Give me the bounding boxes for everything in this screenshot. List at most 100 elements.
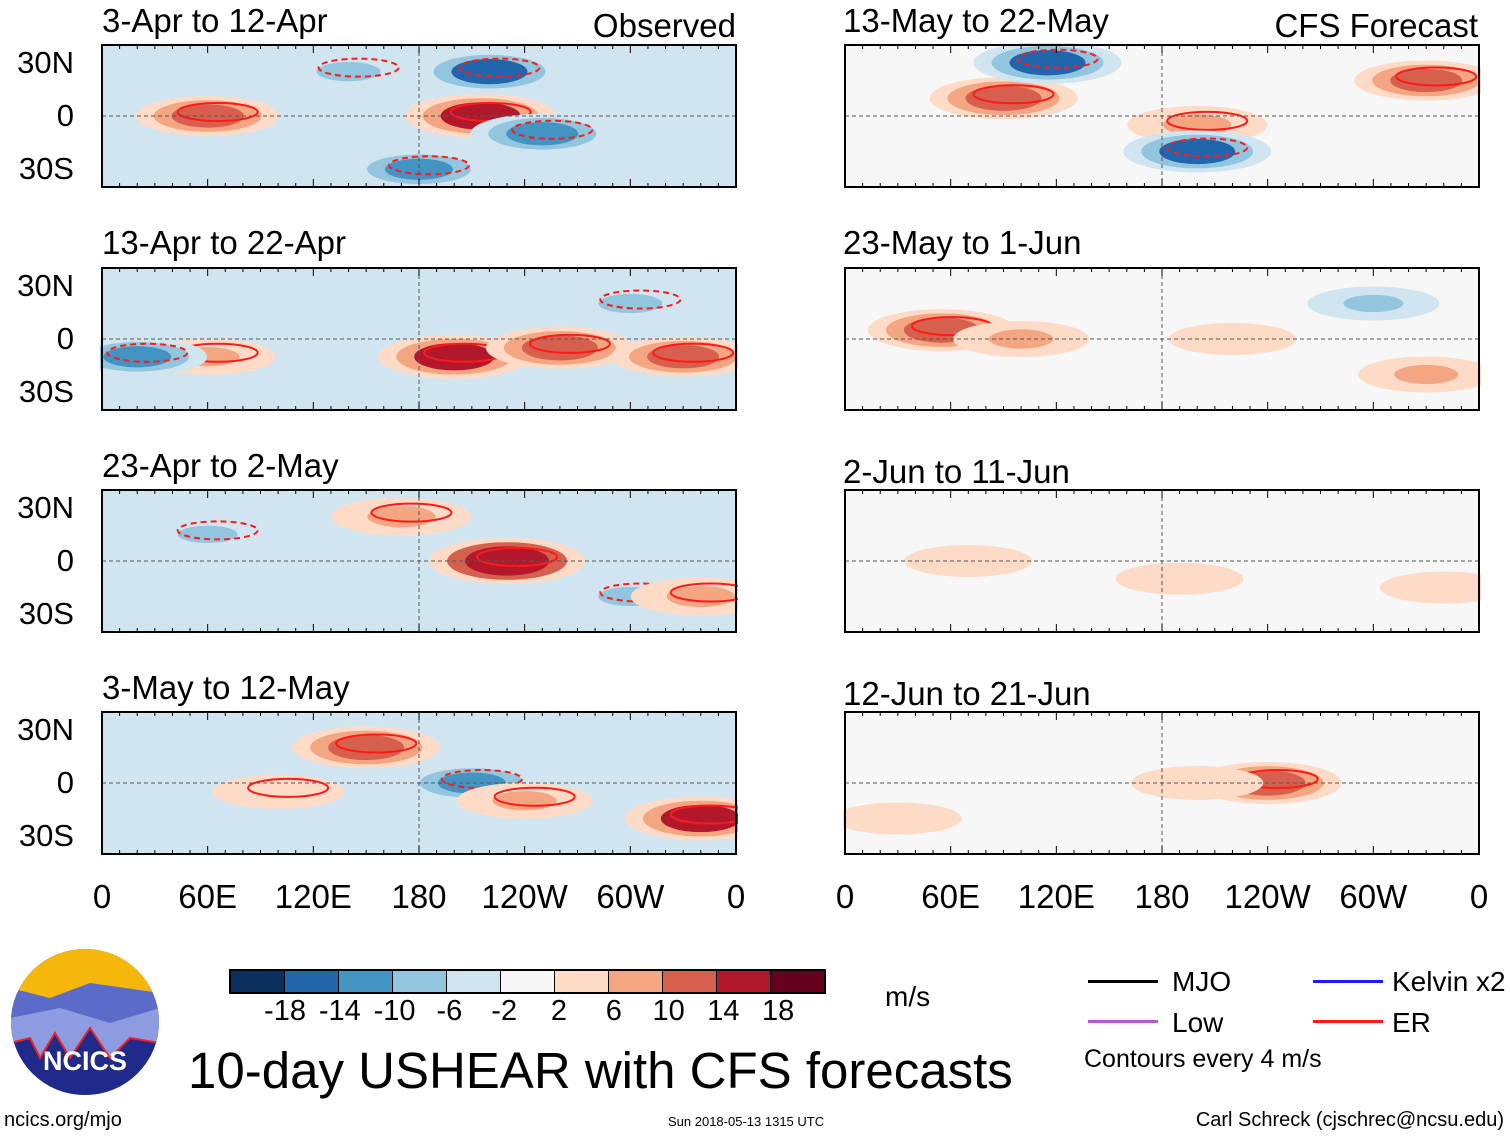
er-contour [1395, 66, 1478, 87]
anomaly-blob [940, 553, 997, 569]
y-tick-label: 0 [56, 321, 74, 356]
er-contour [176, 520, 259, 541]
y-tick-label: 30S [18, 151, 74, 186]
x-tick-label: 0 [92, 878, 112, 915]
footer-author: Carl Schreck (cjschrec@ncsu.edu) [1195, 1109, 1504, 1131]
panel-title: 23-Apr to 2-May [102, 447, 339, 484]
colorbar-swatch [339, 971, 393, 992]
er-contour [493, 786, 576, 807]
er-contour [370, 502, 453, 523]
observed-label: Observed [592, 7, 736, 44]
colorbar-unit: m/s [885, 981, 931, 1012]
er-contour [528, 333, 611, 354]
x-tick-label: 120E [1017, 878, 1095, 915]
panel-title: 3-Apr to 12-Apr [102, 2, 328, 39]
footer-url[interactable]: ncics.org/mjo [4, 1109, 122, 1131]
y-tick-label: 30S [18, 818, 74, 853]
er-contour [335, 733, 418, 754]
map-panel [844, 489, 1481, 633]
low-line [1088, 1020, 1158, 1023]
anomaly-blob [248, 783, 309, 801]
footer-timestamp: Sun 2018-05-13 1315 UTC [668, 1114, 825, 1129]
map-panel [100, 267, 738, 411]
anomaly-blob [103, 346, 172, 368]
colorbar-swatch [663, 971, 717, 992]
er-contour [599, 289, 682, 310]
er-contour [476, 547, 559, 567]
anomaly-blob [598, 293, 663, 314]
panel-title: 13-May to 22-May [843, 2, 1109, 39]
y-tick-label: 30S [18, 596, 74, 631]
y-tick-label: 30N [17, 268, 74, 303]
y-tick-label: 0 [56, 765, 74, 800]
colorbar-label: 18 [762, 995, 795, 1027]
map-panel [843, 711, 1480, 855]
anomaly-blob [1394, 364, 1459, 385]
anomaly-blob [177, 525, 238, 543]
x-tick-label: 60W [596, 878, 665, 915]
panel-title: 13-Apr to 22-Apr [102, 224, 346, 261]
anomaly-blob [660, 804, 738, 833]
er-contour [176, 102, 259, 122]
x-tick-label: 0 [726, 878, 746, 915]
anomaly-blob [465, 546, 550, 576]
y-tick-label: 30N [17, 712, 74, 747]
er-line [1313, 1020, 1383, 1023]
legend-kelvin: Kelvin x2 [1392, 966, 1506, 997]
map-panel [101, 711, 738, 855]
anomaly-blob [328, 734, 405, 761]
map-panel [844, 43, 1481, 188]
colorbar-swatch [501, 971, 555, 992]
panel-title: 2-Jun to 11-Jun [843, 453, 1070, 490]
colorbar-label: 14 [707, 995, 740, 1027]
colorbar-swatch [393, 971, 447, 992]
logo-text: NCICS [43, 1046, 127, 1076]
colorbar-label: 2 [550, 995, 568, 1027]
colorbar-label: -18 [264, 995, 306, 1027]
mjo-line [1088, 980, 1158, 983]
x-tick-label: 0 [835, 878, 855, 915]
colorbar-swatch [609, 971, 663, 992]
panel-title: 12-Jun to 21-Jun [843, 675, 1091, 712]
map-panel [101, 44, 737, 189]
x-tick-label: 120E [274, 878, 352, 915]
anomaly-blob [1159, 138, 1236, 165]
er-contour [511, 119, 594, 140]
er-contour [1016, 48, 1099, 69]
x-tick-label: 60E [921, 878, 981, 915]
colorbar-label: 6 [605, 995, 622, 1027]
anomaly-blob [414, 343, 495, 371]
colorbar-swatch [555, 971, 609, 992]
colorbar-label: -2 [491, 995, 518, 1027]
y-tick-label: 30N [17, 490, 74, 525]
colorbar-swatch [447, 971, 501, 992]
er-contour [458, 57, 541, 78]
y-tick-label: 30S [18, 374, 74, 409]
anomaly-blob [385, 158, 453, 180]
x-tick-label: 180 [391, 878, 447, 915]
colorbar-label: 10 [652, 995, 685, 1027]
er-contour [669, 804, 738, 825]
anomaly-blob [965, 85, 1042, 111]
anomaly-blob [1009, 50, 1086, 76]
er-contour [972, 84, 1055, 105]
panel-title: 3-May to 12-May [102, 669, 350, 706]
y-tick-label: 0 [56, 98, 74, 133]
contour-note: Contours every 4 m/s [1084, 1045, 1322, 1073]
forecast-label: CFS Forecast [1274, 7, 1478, 44]
colorbar-swatch [231, 971, 285, 992]
anomaly-blob [451, 59, 528, 85]
anomaly-blob [492, 791, 557, 811]
er-contour [106, 342, 189, 363]
legend-er: ER [1392, 1007, 1431, 1038]
er-contour [1166, 110, 1249, 131]
x-tick-label: 60W [1339, 878, 1408, 915]
y-tick-label: 30N [17, 45, 74, 80]
colorbar-swatch [771, 971, 824, 992]
panel-title: 23-May to 1-Jun [843, 224, 1082, 261]
anomaly-blob [869, 810, 926, 827]
x-tick-label: 180 [1134, 878, 1190, 915]
kelvin-line [1313, 980, 1383, 983]
colorbar [229, 969, 826, 994]
